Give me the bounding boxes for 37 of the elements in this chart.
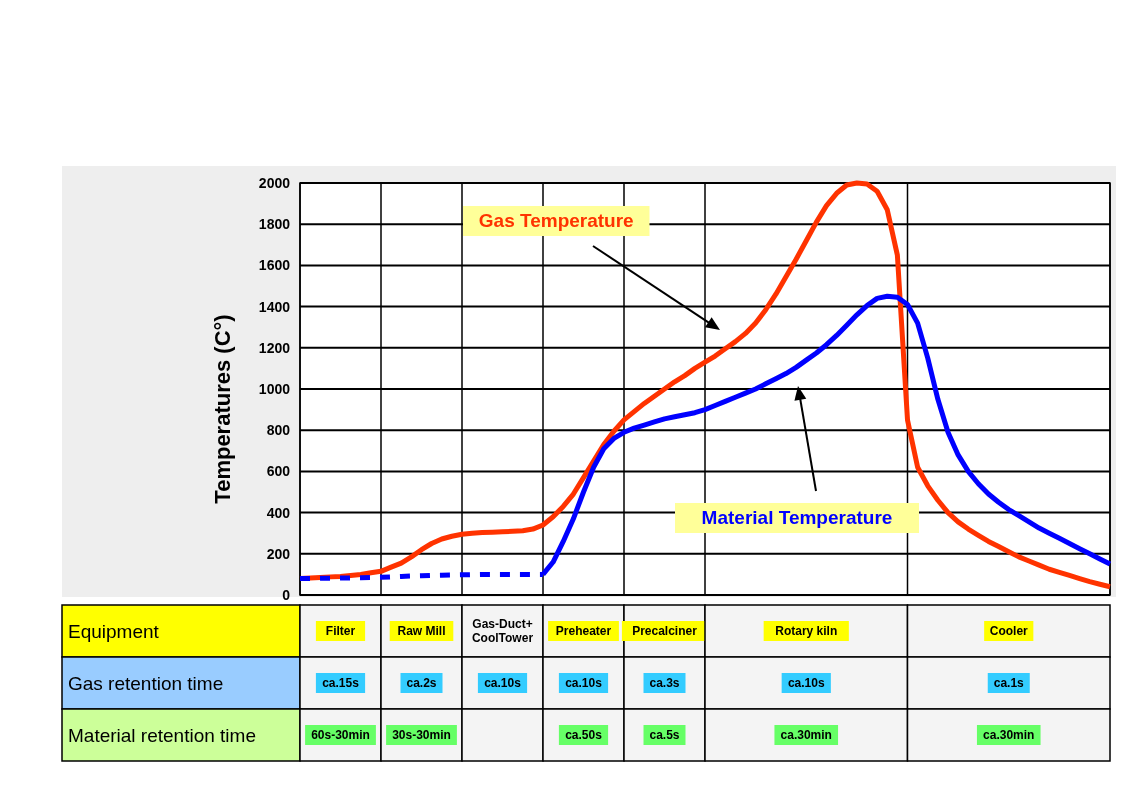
text: ca.10s [484,676,522,691]
y-tick-label: 800 [266,422,291,439]
text: Equipment [68,620,160,642]
text: ca.10s [565,676,603,691]
text: ca.1s [993,676,1025,691]
text: Material retention time [68,724,256,746]
text: 60s-30min [311,728,370,743]
y-tick-label: 1600 [258,257,291,274]
text: Material Temperature [701,507,893,528]
y-tick-label: 2000 [258,174,291,191]
text: 30s-30min [392,728,451,743]
text: ca.3s [649,676,680,691]
text: ca.30min [780,728,832,743]
text: Gas Temperature [478,210,634,231]
text: ca.50s [565,728,603,743]
y-tick-label: 1800 [258,216,291,233]
y-tick-label: 200 [266,545,291,562]
text: Cooler [989,624,1029,639]
text: Precalciner [632,624,698,639]
y-tick-label: 0 [282,586,291,603]
text: Preheater [555,624,612,639]
y-tick-label: 1400 [258,298,291,315]
y-axis-title: Temperatures (C°) [210,314,235,504]
text: Rotary kiln [775,624,838,639]
text: ca.30min [983,728,1035,743]
text: ca.15s [322,676,360,691]
y-tick-label: 600 [266,463,291,480]
y-tick-label: 400 [266,504,291,521]
text: Gas retention time [68,672,224,694]
text: Filter [325,624,356,639]
text: Gas-Duct+ CoolTower [471,617,534,646]
y-tick-label: 1200 [258,339,291,356]
text: Raw Mill [397,624,446,639]
y-tick-label: 1000 [258,380,291,397]
text: ca.2s [406,676,437,691]
text: ca.10s [787,676,825,691]
text: ca.5s [649,728,680,743]
